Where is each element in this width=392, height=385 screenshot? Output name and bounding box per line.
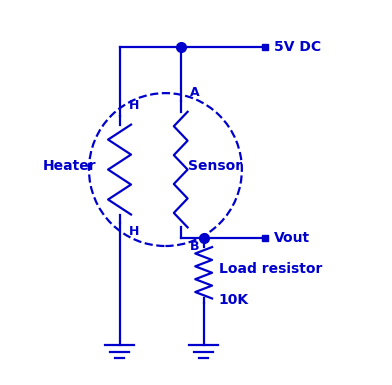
Text: Heater: Heater xyxy=(43,159,97,173)
Text: H: H xyxy=(129,225,140,238)
Text: 5V DC: 5V DC xyxy=(274,40,321,54)
Text: B: B xyxy=(190,240,200,253)
Text: Load resistor: Load resistor xyxy=(219,262,322,276)
Text: Vout: Vout xyxy=(274,231,310,245)
Text: H: H xyxy=(129,99,140,112)
Text: A: A xyxy=(190,86,200,99)
Text: Sensor: Sensor xyxy=(188,159,243,173)
Text: 10K: 10K xyxy=(219,293,249,306)
